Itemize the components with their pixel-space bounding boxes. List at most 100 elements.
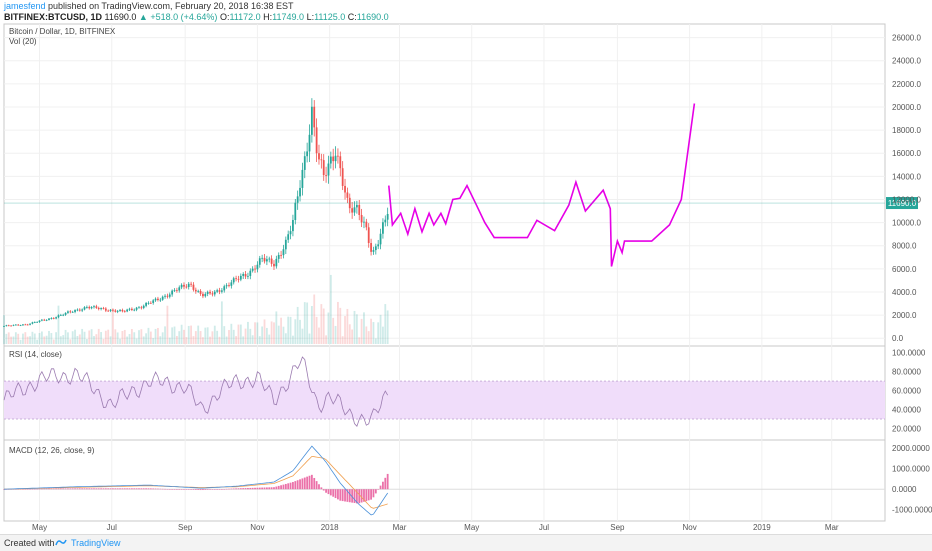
price-tick-label: 18000.0	[892, 126, 921, 135]
candle-body	[275, 258, 278, 267]
candle-body	[107, 310, 110, 312]
candle-body	[225, 285, 228, 287]
last-price: 11690.0	[104, 12, 137, 22]
candle-body	[142, 305, 145, 308]
volume-bar	[178, 331, 181, 344]
candle-body	[365, 221, 368, 228]
candle-body	[251, 268, 254, 271]
macd-histogram-bar	[116, 488, 119, 490]
volume-bar	[379, 314, 382, 344]
time-tick-label: Sep	[610, 523, 625, 532]
candle-body	[78, 309, 81, 311]
candle-body	[85, 306, 88, 308]
macd-histogram-bar	[138, 488, 140, 490]
macd-histogram-bar	[213, 489, 216, 490]
volume-bar	[351, 329, 354, 344]
volume-bar	[247, 321, 249, 344]
volume-bar	[43, 336, 46, 344]
volume-bar	[363, 312, 365, 344]
macd-histogram-bar	[83, 488, 86, 490]
volume-bar	[12, 336, 15, 344]
volume-bar	[62, 335, 65, 344]
volume-bar	[194, 331, 197, 344]
macd-histogram-bar	[206, 489, 209, 490]
volume-bar	[107, 329, 110, 344]
volume-bar	[280, 317, 282, 344]
macd-histogram-bar	[211, 489, 214, 490]
current-price-label: 11690.0	[888, 199, 917, 208]
volume-bar	[273, 322, 275, 344]
volume-bar	[275, 311, 278, 344]
candle-body	[69, 311, 72, 313]
macd-histogram-bar	[275, 486, 278, 490]
macd-histogram-bar	[258, 487, 261, 490]
macd-histogram-bar	[194, 489, 197, 490]
chart-canvas[interactable]: 11690.0 26000.0 24000.0 22000.0 20000.0 1800…	[0, 0, 932, 534]
macd-histogram-bar	[130, 488, 133, 490]
volume-bar	[301, 328, 304, 344]
candle-body	[237, 278, 240, 280]
volume-bar	[372, 322, 375, 344]
candle-body	[74, 310, 76, 312]
macd-histogram-bar	[280, 485, 282, 490]
candle-body	[17, 324, 20, 326]
macd-histogram-bar	[48, 488, 50, 490]
volume-bar	[90, 329, 93, 344]
candle-body	[235, 278, 237, 280]
candle-body	[55, 317, 58, 319]
time-tick-label: 2018	[321, 523, 339, 532]
volume-bar	[344, 316, 346, 344]
macd-histogram-bar	[135, 488, 138, 490]
volume-bar	[296, 306, 299, 344]
volume-bar	[109, 336, 112, 344]
macd-histogram-bar	[38, 488, 41, 490]
macd-histogram-bar	[310, 474, 313, 490]
macd-histogram-bar	[171, 489, 174, 490]
candle-body	[329, 156, 332, 164]
volume-bar	[265, 327, 268, 344]
candle-body	[299, 187, 301, 197]
volume-bar	[244, 328, 247, 344]
candle-body	[40, 319, 43, 321]
candle-body	[22, 324, 24, 326]
candle-body	[334, 155, 337, 162]
candle-body	[88, 306, 91, 309]
tradingview-brand-link[interactable]: TradingView	[71, 538, 121, 548]
macd-histogram-bar	[351, 489, 354, 503]
macd-histogram-bar	[43, 488, 46, 490]
macd-line	[3, 445, 389, 516]
published-text: published on TradingView.com, February 2…	[45, 1, 294, 11]
macd-histogram-bar	[3, 489, 5, 490]
candle-body	[242, 274, 245, 276]
time-tick-label: Nov	[682, 523, 696, 532]
candle-body	[140, 307, 143, 309]
candle-body	[282, 249, 285, 256]
macd-histogram-bar	[230, 488, 233, 490]
volume-bar	[287, 316, 290, 344]
candle-body	[230, 282, 233, 286]
time-axis[interactable]: May Jul Sep Nov 2018 Mar May Jul Sep Nov 2019 Mar	[32, 523, 839, 532]
volume-bar	[370, 318, 372, 344]
price-axis[interactable]: 26000.0 24000.0 22000.0 20000.0 18000.0 16000…	[892, 34, 932, 515]
macd-histogram-bar	[78, 488, 81, 490]
volume-bar	[71, 331, 74, 344]
author-link[interactable]: jamesfend	[4, 1, 46, 11]
price-tick-label: 24000.0	[892, 57, 921, 66]
open-value: 11172.0	[229, 12, 261, 22]
time-tick-label: May	[464, 523, 479, 532]
volume-bar	[282, 326, 285, 344]
price-tick-label: 8000.0	[892, 242, 917, 251]
macd-histogram-bar	[363, 489, 365, 502]
candle-body	[180, 284, 183, 288]
candle-body	[355, 204, 358, 208]
candle-body	[280, 254, 282, 256]
macd-histogram-bar	[251, 487, 254, 490]
volume-bar	[237, 324, 240, 344]
volume-bar	[59, 336, 62, 344]
volume-bar	[116, 332, 119, 344]
volume-bar	[325, 335, 327, 344]
volume-bar	[358, 337, 361, 344]
candle-body	[14, 324, 17, 326]
symbol-name[interactable]: BITFINEX:BTCUSD, 1D	[4, 12, 103, 22]
macd-histogram-bar	[36, 488, 39, 490]
